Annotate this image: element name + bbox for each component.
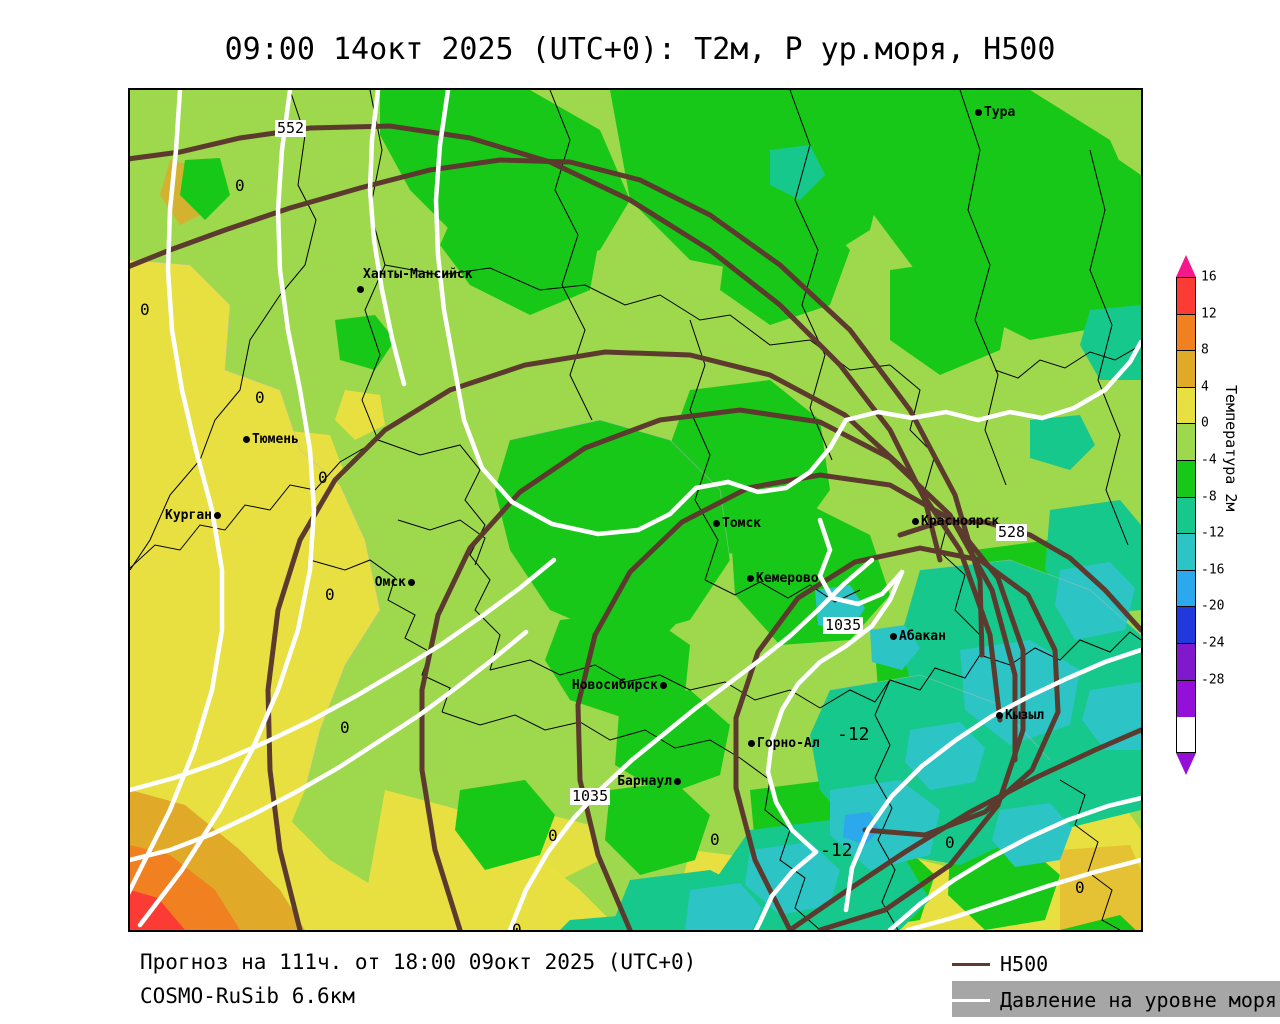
h500-line-icon — [952, 962, 990, 966]
colorbar-tick: 16 — [1201, 269, 1217, 285]
colorbar-tick: -24 — [1201, 635, 1225, 651]
colorbar-segment — [1177, 278, 1195, 315]
map-canvas — [130, 90, 1141, 930]
pressure-line-icon — [952, 998, 990, 1002]
weather-map[interactable]: Тура Ханты-Мансийск Тюмень Курган Омск Т… — [128, 88, 1143, 932]
colorbar-tick: 0 — [1201, 415, 1209, 431]
colorbar-tick: -8 — [1201, 489, 1217, 505]
colorbar-tick: -20 — [1201, 598, 1225, 614]
colorbar-tick: -16 — [1201, 562, 1225, 578]
colorbar-tick: -12 — [1201, 525, 1225, 541]
colorbar-segment — [1177, 314, 1195, 352]
colorbar-segment — [1177, 424, 1195, 461]
colorbar-segment — [1177, 680, 1195, 718]
colorbar-arrow-bottom-icon — [1176, 753, 1196, 775]
colorbar-tick: -28 — [1201, 672, 1225, 688]
colorbar-segment — [1177, 387, 1195, 425]
legend-background-band — [952, 981, 1280, 1017]
legend-h500: H500 — [952, 952, 1049, 976]
colorbar-tick: 12 — [1201, 306, 1217, 322]
colorbar-tick: 8 — [1201, 342, 1209, 358]
colorbar-tick: 4 — [1201, 379, 1209, 395]
forecast-info: Прогноз на 111ч. от 18:00 09окт 2025 (UT… — [140, 950, 697, 974]
legend-pressure-label: Давление на уровне моря — [1000, 988, 1277, 1012]
colorbar-bar — [1176, 277, 1196, 753]
colorbar-segment — [1177, 643, 1195, 681]
colorbar-tick: -4 — [1201, 452, 1217, 468]
colorbar-axis-label: Температура 2м — [1222, 385, 1240, 512]
colorbar-segment — [1177, 607, 1195, 644]
model-info: COSMO-RuSib 6.6км — [140, 984, 355, 1008]
page-title: 09:00 14окт 2025 (UTC+0): T2м, Р ур.моря… — [224, 32, 1056, 67]
colorbar-segment — [1177, 351, 1195, 388]
colorbar-segment — [1177, 460, 1195, 498]
colorbar-segment — [1177, 497, 1195, 535]
legend-pressure: Давление на уровне моря — [952, 985, 1277, 1015]
legend-h500-label: H500 — [1000, 952, 1049, 976]
temperature-colorbar: 16 12 8 4 0 -4 -8 -12 -16 -20 -24 -28 Те… — [1168, 255, 1280, 775]
colorbar-segment — [1177, 534, 1195, 571]
colorbar-segment — [1177, 570, 1195, 608]
colorbar-arrow-top-icon — [1176, 255, 1196, 277]
